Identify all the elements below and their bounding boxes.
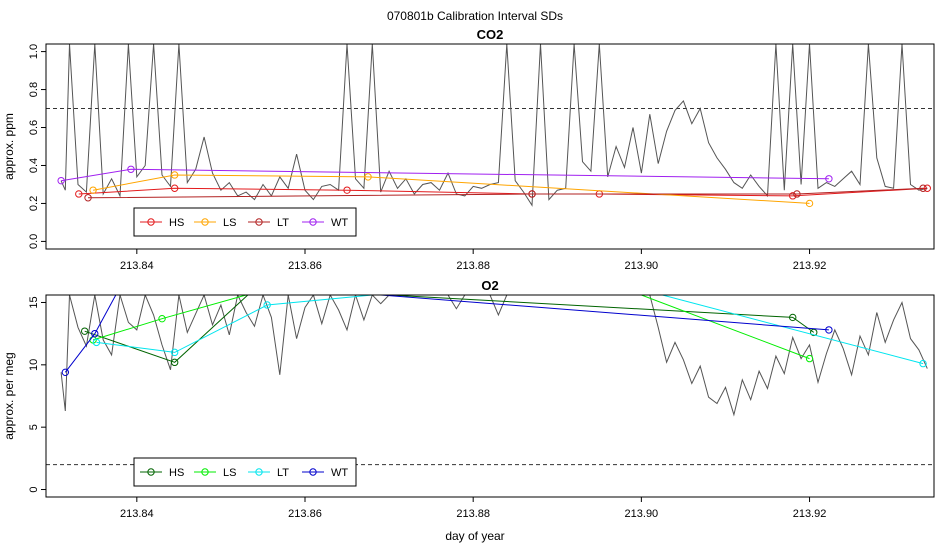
x-tick-label: 213.90 — [625, 260, 659, 272]
x-axis-label: day of year — [445, 529, 504, 543]
legend-label-hs: HS — [169, 467, 184, 479]
legend-marker-lt — [255, 218, 263, 226]
series-point-wt — [825, 175, 833, 183]
series-point-hs — [80, 327, 89, 335]
plot-frame — [45, 43, 935, 250]
series-point-hs — [343, 186, 351, 194]
legend-label-ls: LS — [223, 467, 236, 479]
series-line-wt — [64, 295, 829, 373]
series-line-ls — [92, 295, 810, 360]
legend: HS LS LT WT — [133, 457, 357, 487]
x-tick-label: 213.92 — [793, 260, 827, 272]
y-axis-label: approx. ppm — [2, 113, 16, 180]
series-point-lt — [84, 194, 92, 202]
panel-title: CO2 — [477, 27, 504, 42]
x-tick-label: 213.88 — [456, 508, 490, 520]
legend-marker-ls — [201, 218, 209, 226]
legend-label-ls: LS — [223, 217, 236, 229]
figure-title: 070801b Calibration Interval SDs — [387, 9, 563, 23]
series-line-hs — [84, 295, 815, 363]
series-point-hs — [789, 192, 797, 200]
legend-marker-hs — [147, 468, 155, 476]
x-tick-label: 213.84 — [120, 260, 154, 272]
series-point-ls — [89, 186, 97, 194]
y-tick-label: 10 — [28, 359, 40, 371]
x-tick-label: 213.86 — [288, 260, 322, 272]
series-point-lt — [92, 338, 101, 347]
y-tick-label: 0.4 — [28, 158, 40, 173]
series-point-hs — [923, 184, 931, 192]
panel-title: O2 — [481, 278, 498, 293]
legend-marker-hs — [147, 218, 155, 226]
series-point-lt — [263, 301, 271, 309]
co2-panel: CO2 approx. ppm 0.0 0.2 0.4 0.6 0.8 1.0 213.84 21… — [2, 27, 935, 272]
x-tick-label: 213.84 — [120, 508, 154, 520]
legend-marker-ls — [201, 468, 209, 476]
series-point-wt — [57, 176, 65, 185]
series-point-wt — [825, 326, 833, 334]
y-tick-label: 15 — [28, 296, 40, 308]
legend-label-lt: LT — [277, 467, 289, 479]
y-axis-label: approx. per meg — [2, 352, 16, 439]
series-point-wt — [127, 165, 135, 173]
series-point-lt — [919, 184, 927, 192]
measurement-trace — [60, 295, 928, 417]
y-tick-label: 5 — [28, 424, 40, 430]
y-tick-label: 0.0 — [28, 234, 40, 249]
series-point-hs — [75, 190, 83, 198]
legend-marker-lt — [255, 468, 263, 476]
series-line-ls — [93, 174, 810, 204]
series-point-lt — [919, 359, 927, 368]
y-tick-label: 0.2 — [28, 196, 40, 211]
series-point-hs — [170, 184, 179, 192]
x-tick-label: 213.88 — [456, 260, 490, 272]
y-tick-label: 0.6 — [28, 120, 40, 135]
y-tick-label: 1.0 — [28, 44, 40, 59]
y-tick-label: 0 — [28, 486, 40, 492]
series-point-wt — [91, 329, 99, 338]
plot-frame — [45, 294, 935, 498]
legend-marker-wt — [309, 468, 317, 476]
series-point-ls — [805, 199, 814, 208]
series-point-ls — [805, 354, 814, 363]
x-tick-label: 213.90 — [625, 508, 659, 520]
series-point-lt — [170, 348, 179, 357]
series-point-ls — [364, 173, 372, 181]
series-point-hs — [170, 358, 179, 367]
o2-panel: O2 approx. per meg 0 5 10 15 213.84 213.86 213.8… — [2, 278, 935, 520]
legend-label-lt: LT — [277, 217, 289, 229]
measurement-trace — [60, 44, 928, 207]
series-line-wt — [61, 168, 829, 182]
y-tick-label: 0.8 — [28, 82, 40, 97]
series-point-ls — [170, 171, 179, 179]
series-point-lt — [793, 190, 801, 198]
legend-label-wt: WT — [331, 467, 348, 479]
series-point-wt — [61, 368, 70, 377]
legend: HS LS LT WT — [133, 207, 357, 237]
legend-label-wt: WT — [331, 217, 348, 229]
x-tick-label: 213.86 — [288, 508, 322, 520]
series-line-lt — [96, 295, 924, 365]
legend-marker-wt — [309, 218, 317, 226]
legend-label-hs: HS — [169, 217, 184, 229]
series-point-hs — [789, 313, 797, 322]
series-point-lt — [528, 190, 536, 198]
series-point-ls — [158, 314, 166, 323]
series-line-lt — [87, 187, 924, 199]
x-tick-label: 213.92 — [793, 508, 827, 520]
